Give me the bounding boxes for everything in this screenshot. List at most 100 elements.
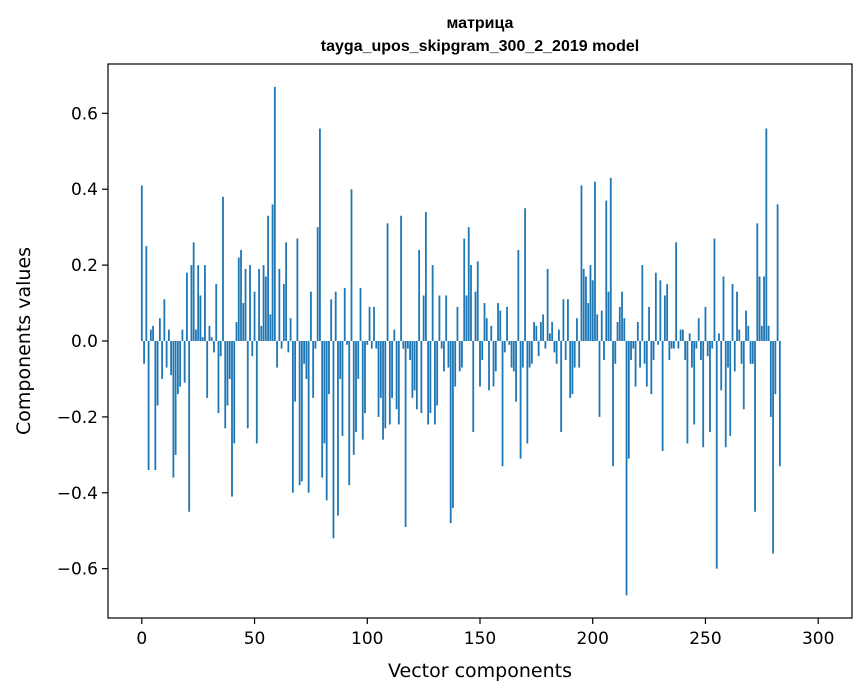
bar (397, 341, 400, 425)
bar (497, 303, 499, 341)
x-tick-label: 150 (464, 629, 496, 649)
bar (675, 242, 678, 341)
bar (652, 341, 655, 360)
chart-subtitle: tayga_upos_skipgram_300_2_2019 model (321, 38, 639, 55)
bar (258, 268, 260, 341)
bar (684, 341, 687, 360)
bar (210, 337, 213, 341)
bar (163, 299, 166, 341)
bar (745, 310, 747, 341)
bar (733, 341, 736, 372)
bar (170, 341, 173, 376)
bar (190, 265, 193, 341)
bar (709, 341, 711, 433)
bar (512, 341, 515, 372)
bar (587, 303, 590, 341)
bar (280, 341, 283, 349)
bar (161, 341, 164, 379)
x-axis: 0 50 100 150 200 250 300 (136, 618, 834, 649)
bar (553, 341, 556, 353)
x-tick-label: 100 (351, 629, 383, 649)
bar (307, 341, 310, 493)
bar (763, 276, 765, 341)
bar (580, 185, 583, 341)
bar (406, 341, 409, 349)
bar (616, 322, 619, 341)
y-tick-label: 0.0 (71, 332, 98, 352)
bar (384, 341, 387, 429)
bar (143, 341, 145, 364)
bar (758, 276, 761, 341)
bar (605, 200, 608, 341)
bar (537, 341, 540, 357)
bar (772, 341, 774, 554)
bar (303, 341, 306, 364)
bar (228, 341, 231, 379)
bar (300, 341, 303, 482)
bar (271, 204, 274, 341)
bar (273, 86, 276, 342)
bar (352, 341, 355, 455)
bar (400, 215, 402, 341)
bar (152, 325, 154, 341)
y-tick-label: −0.2 (57, 408, 98, 428)
bar (240, 249, 242, 341)
bar (454, 341, 457, 387)
bar (366, 341, 369, 345)
y-axis: −0.6 −0.4 −0.2 0.0 0.2 0.4 0.6 (57, 104, 108, 580)
bar (767, 325, 770, 341)
bar (621, 291, 623, 341)
bar (636, 322, 639, 341)
bar (267, 215, 269, 341)
bar (246, 341, 249, 429)
bar (418, 249, 421, 341)
bar (370, 341, 373, 349)
bar (176, 341, 179, 395)
bar (657, 341, 660, 345)
bar (231, 341, 233, 497)
bar (470, 265, 472, 341)
bar (438, 295, 441, 341)
x-tick-label: 50 (244, 629, 266, 649)
bar (373, 306, 375, 341)
bar (424, 211, 427, 341)
bar (452, 341, 454, 508)
bar (654, 272, 657, 341)
bar (183, 341, 186, 383)
bar (686, 341, 689, 444)
bar (663, 295, 666, 341)
bar (510, 341, 513, 368)
bar (445, 295, 448, 341)
bar (332, 341, 335, 539)
bar (751, 341, 754, 364)
bar (485, 318, 488, 341)
bar (251, 341, 254, 357)
bar (614, 341, 617, 364)
bar (465, 295, 468, 341)
bar (391, 341, 393, 398)
bar (517, 249, 520, 341)
bar (506, 306, 508, 341)
bar (736, 291, 738, 341)
bar (206, 341, 209, 398)
bar (147, 341, 150, 471)
bar (434, 341, 436, 425)
bar (544, 341, 547, 349)
bar (682, 329, 684, 341)
bar (217, 341, 220, 414)
bar (542, 314, 545, 341)
x-tick-label: 250 (689, 629, 721, 649)
bar (643, 341, 646, 364)
bar (582, 268, 585, 341)
bar (199, 295, 202, 341)
bar (386, 223, 389, 341)
bar (476, 261, 479, 341)
bar (192, 242, 195, 341)
bar (359, 287, 362, 341)
bar (145, 246, 148, 341)
bar (213, 341, 215, 353)
bar (379, 341, 382, 398)
bar (558, 329, 560, 341)
bar (208, 325, 211, 341)
bar (334, 291, 337, 341)
